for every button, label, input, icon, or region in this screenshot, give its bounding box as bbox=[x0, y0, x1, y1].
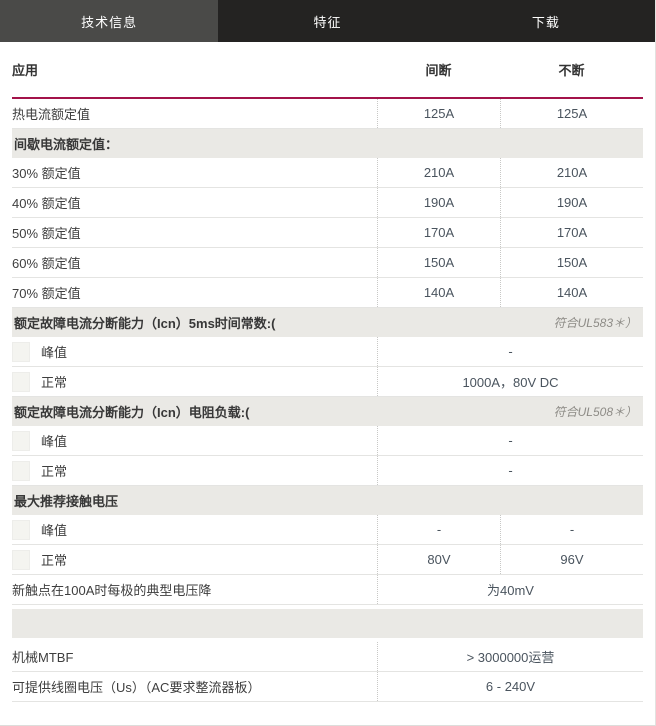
row-value-continuous: 125A bbox=[500, 99, 643, 128]
tab-technical-info[interactable]: 技术信息 bbox=[0, 0, 219, 42]
table-sub-row: 正常 - bbox=[12, 456, 643, 486]
header-continuous: 不断 bbox=[558, 63, 585, 78]
row-value-intermittent: 140A bbox=[377, 278, 500, 307]
table-row: 40% 额定值 190A 190A bbox=[12, 188, 643, 218]
bottom-spacer bbox=[12, 702, 643, 725]
row-label: 新触点在100A时每极的典型电压降 bbox=[12, 583, 212, 598]
sub-row-marker bbox=[12, 460, 30, 481]
sub-row-label-text: 峰值 bbox=[41, 434, 68, 449]
row-value-merged: - bbox=[377, 456, 643, 485]
table-row: 30% 额定值 210A 210A bbox=[12, 158, 643, 188]
section-row: 最大推荐接触电压 bbox=[12, 486, 643, 515]
row-label: 热电流额定值 bbox=[12, 107, 91, 122]
row-value-continuous: 210A bbox=[500, 158, 643, 187]
sub-row-label-text: 正常 bbox=[41, 375, 68, 390]
row-value-intermittent: 190A bbox=[377, 188, 500, 217]
sub-row-marker bbox=[12, 371, 30, 392]
row-value-merged: - bbox=[377, 337, 643, 366]
sub-row-label: 峰值 bbox=[12, 515, 377, 544]
header-intermittent: 间断 bbox=[425, 63, 452, 78]
sub-row-label: 正常 bbox=[12, 545, 377, 574]
spec-table: 应用 间断 不断 热电流额定值 125A 125A 间歇电流额定值： 30% 额… bbox=[0, 42, 655, 725]
sub-row-label-text: 峰值 bbox=[41, 523, 68, 538]
table-row: 机械MTBF > 3000000运营 bbox=[12, 642, 643, 672]
section-row: 额定故障电流分断能力（Icn）5ms时间常数:( 符合UL583＊） bbox=[12, 308, 643, 337]
sub-row-label: 峰值 bbox=[12, 337, 377, 366]
section-note: 符合UL508＊） bbox=[553, 405, 637, 419]
sub-row-marker bbox=[12, 519, 30, 540]
row-value-intermittent: 210A bbox=[377, 158, 500, 187]
sub-row-marker bbox=[12, 430, 30, 451]
row-value-intermittent: 170A bbox=[377, 218, 500, 247]
row-label: 70% 额定值 bbox=[12, 286, 81, 301]
sub-row-label: 峰值 bbox=[12, 426, 377, 455]
section-label: 间歇电流额定值： bbox=[14, 137, 119, 152]
row-label: 50% 额定值 bbox=[12, 226, 81, 241]
tab-downloads[interactable]: 下载 bbox=[531, 14, 560, 30]
row-value-continuous: 140A bbox=[500, 278, 643, 307]
table-sub-row: 正常 1000A，80V DC bbox=[12, 367, 643, 397]
section-row-empty bbox=[12, 609, 643, 638]
sub-row-label: 正常 bbox=[12, 456, 377, 485]
section-label: 最大推荐接触电压 bbox=[14, 494, 119, 509]
table-sub-row: 峰值 - - bbox=[12, 515, 643, 545]
row-value-intermittent: - bbox=[377, 515, 500, 544]
sub-row-marker bbox=[12, 549, 30, 570]
row-label: 60% 额定值 bbox=[12, 256, 81, 271]
row-value-merged: 1000A，80V DC bbox=[377, 367, 643, 396]
table-sub-row: 峰值 - bbox=[12, 426, 643, 456]
row-value-continuous: 170A bbox=[500, 218, 643, 247]
row-value-continuous: 190A bbox=[500, 188, 643, 217]
row-value-continuous: 150A bbox=[500, 248, 643, 277]
section-label: 额定故障电流分断能力（Icn）5ms时间常数:( bbox=[14, 316, 276, 331]
table-row: 70% 额定值 140A 140A bbox=[12, 278, 643, 308]
tab-features[interactable]: 特征 bbox=[313, 14, 342, 30]
row-value-continuous: 96V bbox=[500, 545, 643, 574]
table-sub-row: 峰值 - bbox=[12, 337, 643, 367]
table-row: 新触点在100A时每极的典型电压降 为40mV bbox=[12, 575, 643, 605]
section-label: 额定故障电流分断能力（Icn）电阻负载:( bbox=[14, 405, 250, 420]
row-label: 30% 额定值 bbox=[12, 166, 81, 181]
sub-row-marker bbox=[12, 341, 30, 362]
header-application: 应用 bbox=[12, 63, 39, 78]
row-value-merged: - bbox=[377, 426, 643, 455]
row-label: 40% 额定值 bbox=[12, 196, 81, 211]
row-value-continuous: - bbox=[500, 515, 643, 544]
table-header-row: 应用 间断 不断 bbox=[12, 42, 643, 99]
row-value-intermittent: 125A bbox=[377, 99, 500, 128]
table-row: 60% 额定值 150A 150A bbox=[12, 248, 643, 278]
table-row: 50% 额定值 170A 170A bbox=[12, 218, 643, 248]
row-label: 可提供线圈电压（Us）（AC要求整流器板） bbox=[12, 680, 261, 695]
sub-row-label: 正常 bbox=[12, 367, 377, 396]
row-label: 机械MTBF bbox=[12, 650, 74, 665]
row-value-merged: 为40mV bbox=[377, 575, 643, 604]
section-row: 间歇电流额定值： bbox=[12, 129, 643, 158]
table-sub-row: 正常 80V 96V bbox=[12, 545, 643, 575]
sub-row-label-text: 正常 bbox=[41, 553, 68, 568]
sub-row-label-text: 峰值 bbox=[41, 345, 68, 360]
tab-bar: 技术信息 特征 下载 bbox=[0, 0, 655, 42]
section-row: 额定故障电流分断能力（Icn）电阻负载:( 符合UL508＊） bbox=[12, 397, 643, 426]
table-row: 热电流额定值 125A 125A bbox=[12, 99, 643, 129]
row-value-merged: > 3000000运营 bbox=[377, 642, 643, 671]
row-value-merged: 6 - 240V bbox=[377, 672, 643, 701]
section-note: 符合UL583＊） bbox=[553, 316, 637, 330]
row-value-intermittent: 150A bbox=[377, 248, 500, 277]
row-value-intermittent: 80V bbox=[377, 545, 500, 574]
sub-row-label-text: 正常 bbox=[41, 464, 68, 479]
table-row: 可提供线圈电压（Us）（AC要求整流器板） 6 - 240V bbox=[12, 672, 643, 702]
